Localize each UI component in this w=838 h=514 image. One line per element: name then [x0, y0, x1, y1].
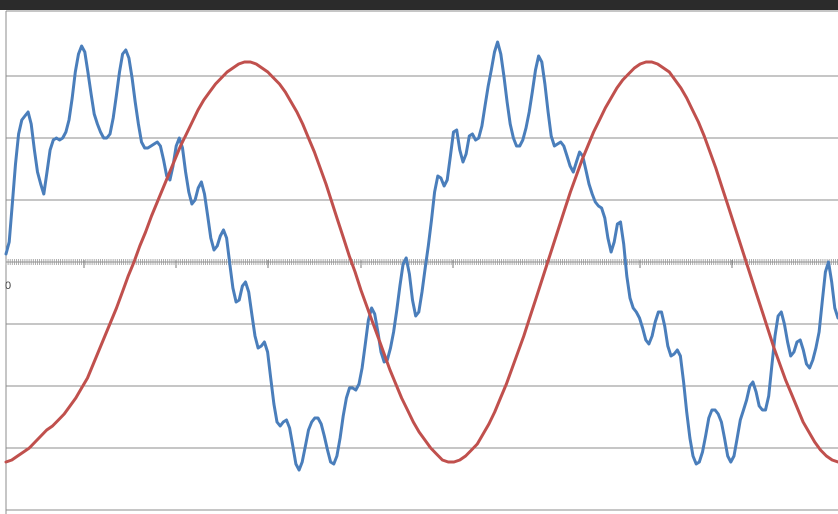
window-top-bar	[0, 0, 838, 10]
gridlines	[5, 10, 838, 514]
series-line-2	[4, 60, 838, 464]
series-line-1	[4, 40, 838, 472]
series-lines	[4, 40, 838, 472]
x-tick-label: 0	[5, 280, 11, 292]
